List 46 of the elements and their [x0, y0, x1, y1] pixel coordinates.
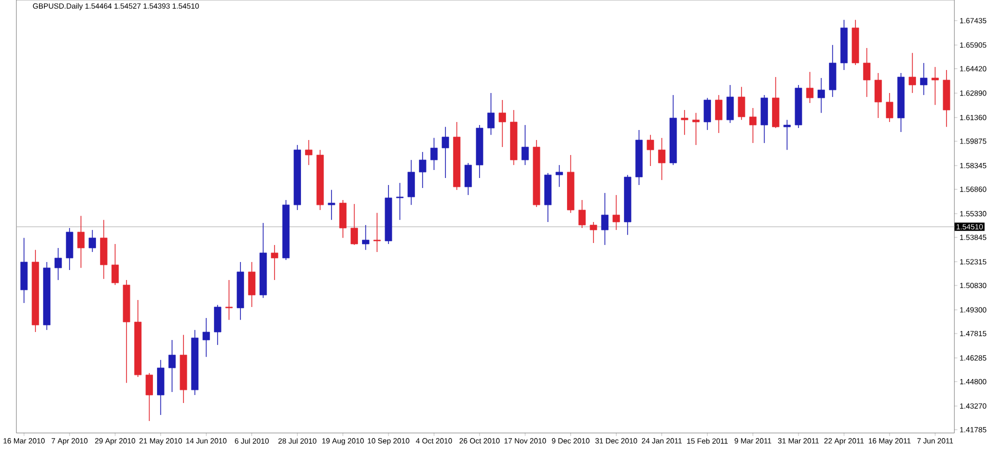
candlestick — [783, 120, 791, 150]
candlestick — [704, 98, 711, 130]
candlestick — [863, 48, 870, 98]
candlestick — [396, 182, 404, 220]
candlestick — [54, 248, 62, 280]
candlestick — [749, 108, 757, 144]
candlestick — [112, 244, 119, 286]
candlestick — [77, 216, 85, 268]
candlestick — [328, 190, 336, 220]
candlestick — [658, 138, 666, 180]
candlestick — [487, 92, 495, 136]
candlestick — [88, 230, 96, 252]
candlestick — [168, 340, 176, 392]
candlestick — [248, 262, 256, 308]
candlestick — [920, 62, 928, 96]
candlestick — [601, 192, 608, 246]
candlestick — [680, 110, 688, 136]
candlestick — [646, 134, 654, 166]
candlestick — [430, 138, 438, 170]
candlestick — [350, 204, 358, 246]
candlestick — [932, 66, 939, 106]
candlestick — [373, 212, 381, 252]
candlestick — [726, 84, 734, 124]
candlestick — [270, 244, 278, 280]
candlestick — [305, 140, 312, 166]
candlestick — [908, 52, 916, 94]
candlestick — [612, 194, 620, 230]
candlestick — [886, 92, 894, 122]
candlestick — [362, 224, 370, 250]
candlestick — [692, 112, 700, 146]
candlestick — [498, 100, 506, 148]
candlestick — [590, 222, 598, 244]
candlestick — [556, 164, 563, 188]
candlestick — [738, 86, 746, 120]
candlestick — [202, 318, 210, 358]
candlestick — [225, 280, 233, 320]
candlestick — [442, 126, 450, 178]
candlestick — [874, 72, 882, 118]
candlestick — [715, 94, 722, 134]
candlestick — [578, 200, 586, 228]
candlestick — [146, 372, 153, 422]
candlestick — [464, 162, 472, 196]
candlestick — [522, 124, 529, 166]
candlestick — [818, 78, 825, 114]
candlestick — [806, 72, 814, 104]
candlestick — [419, 152, 426, 188]
